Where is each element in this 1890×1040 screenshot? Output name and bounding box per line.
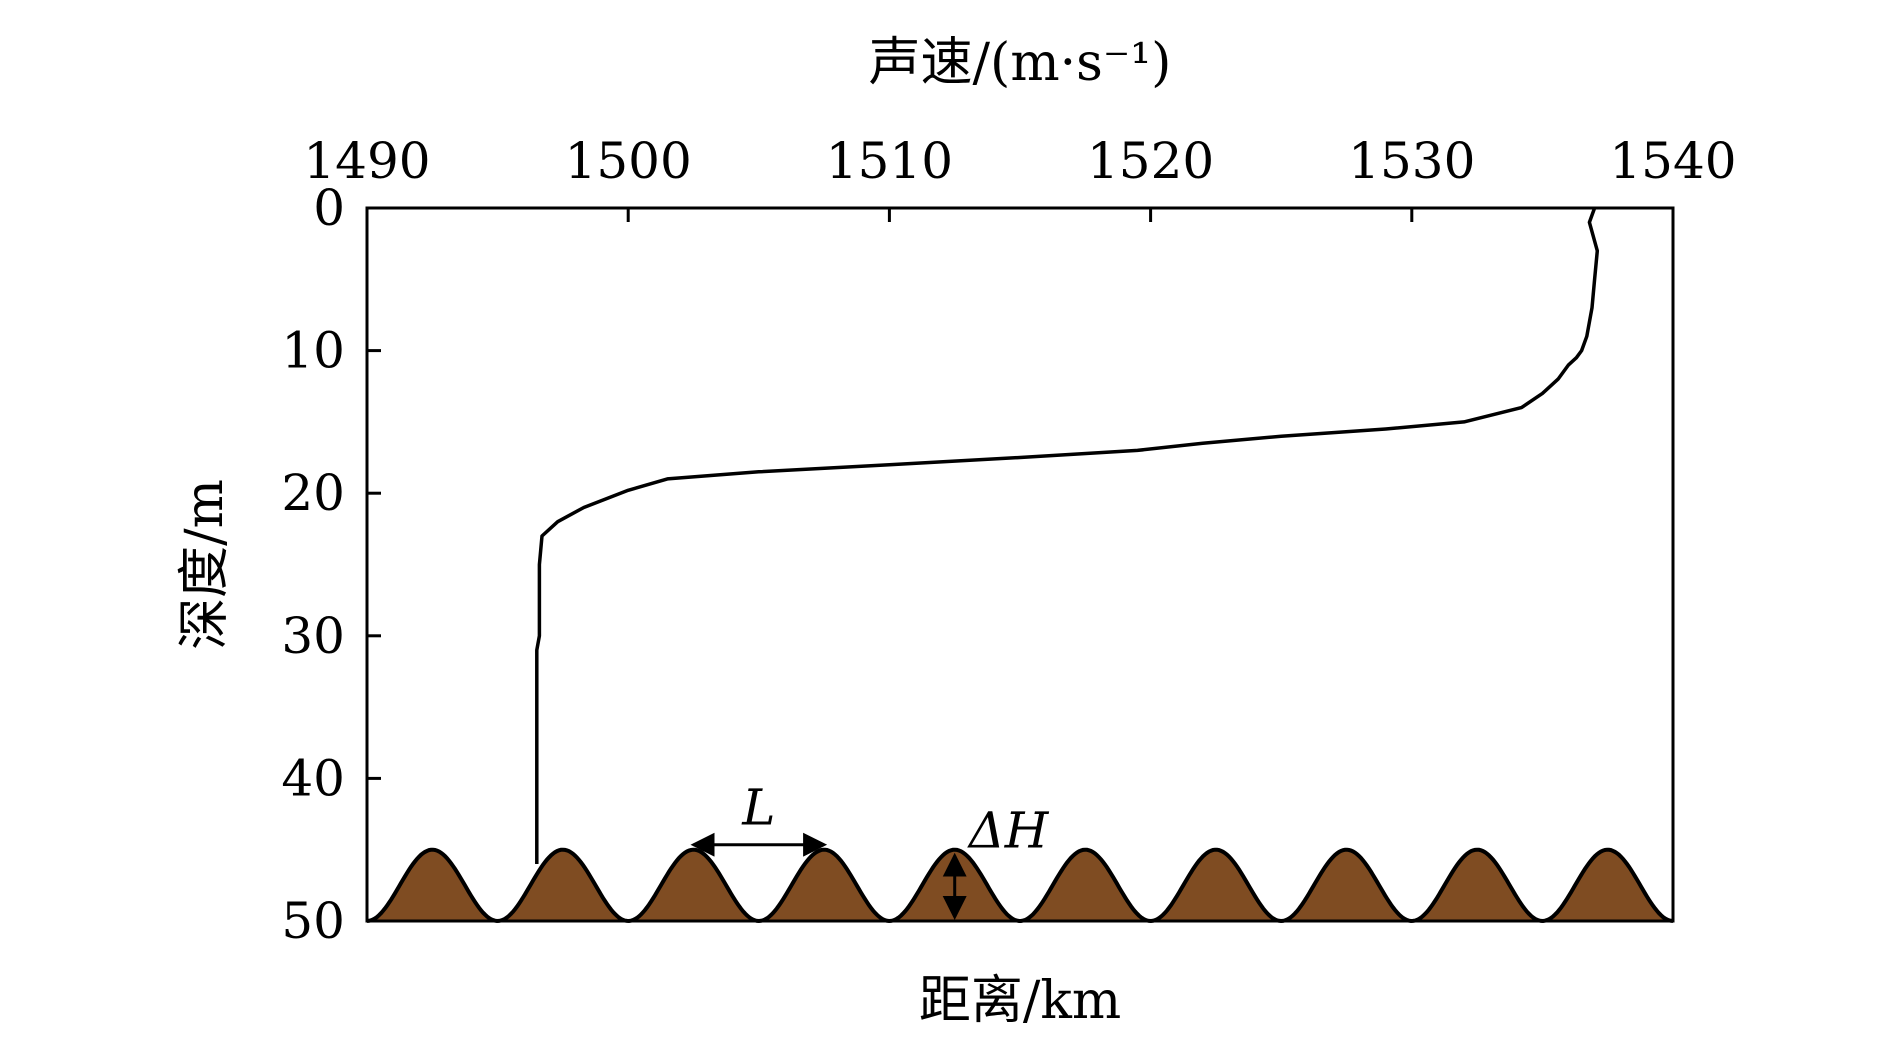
x-tick-label: 1520 <box>1087 132 1214 190</box>
x-axis-title-top: 声速/(m·s⁻¹) <box>869 33 1172 93</box>
y-tick-label: 0 <box>313 179 345 237</box>
x-tick-label: 1530 <box>1348 132 1475 190</box>
x-tick-label: 1510 <box>826 132 953 190</box>
x-tick-label: 1500 <box>565 132 692 190</box>
x-axis-title-bottom: 距离/km <box>919 971 1121 1031</box>
x-tick-label: 1490 <box>303 132 430 190</box>
y-tick-label: 50 <box>281 892 345 950</box>
ticks-layer: 1490 1500 1510 1520 1530 1540 0 10 20 30 40 50 <box>281 132 1736 950</box>
y-tick-label: 20 <box>281 464 345 522</box>
y-axis-title: 深度/m <box>175 479 235 650</box>
x-tick-label: 1540 <box>1609 132 1736 190</box>
height-label: ΔH <box>967 802 1050 860</box>
sound-speed-profile-line <box>535 207 1600 864</box>
y-tick-label: 30 <box>281 607 345 665</box>
wavelength-label: L <box>741 779 775 837</box>
y-tick-label: 10 <box>281 322 345 380</box>
profile-layer <box>535 207 1600 864</box>
plot-frame <box>365 206 1675 923</box>
seabed-layer <box>366 847 1674 924</box>
y-tick-label: 40 <box>281 749 345 807</box>
seabed-fill <box>367 849 1673 921</box>
annotation-layer: L ΔH <box>690 779 1050 920</box>
